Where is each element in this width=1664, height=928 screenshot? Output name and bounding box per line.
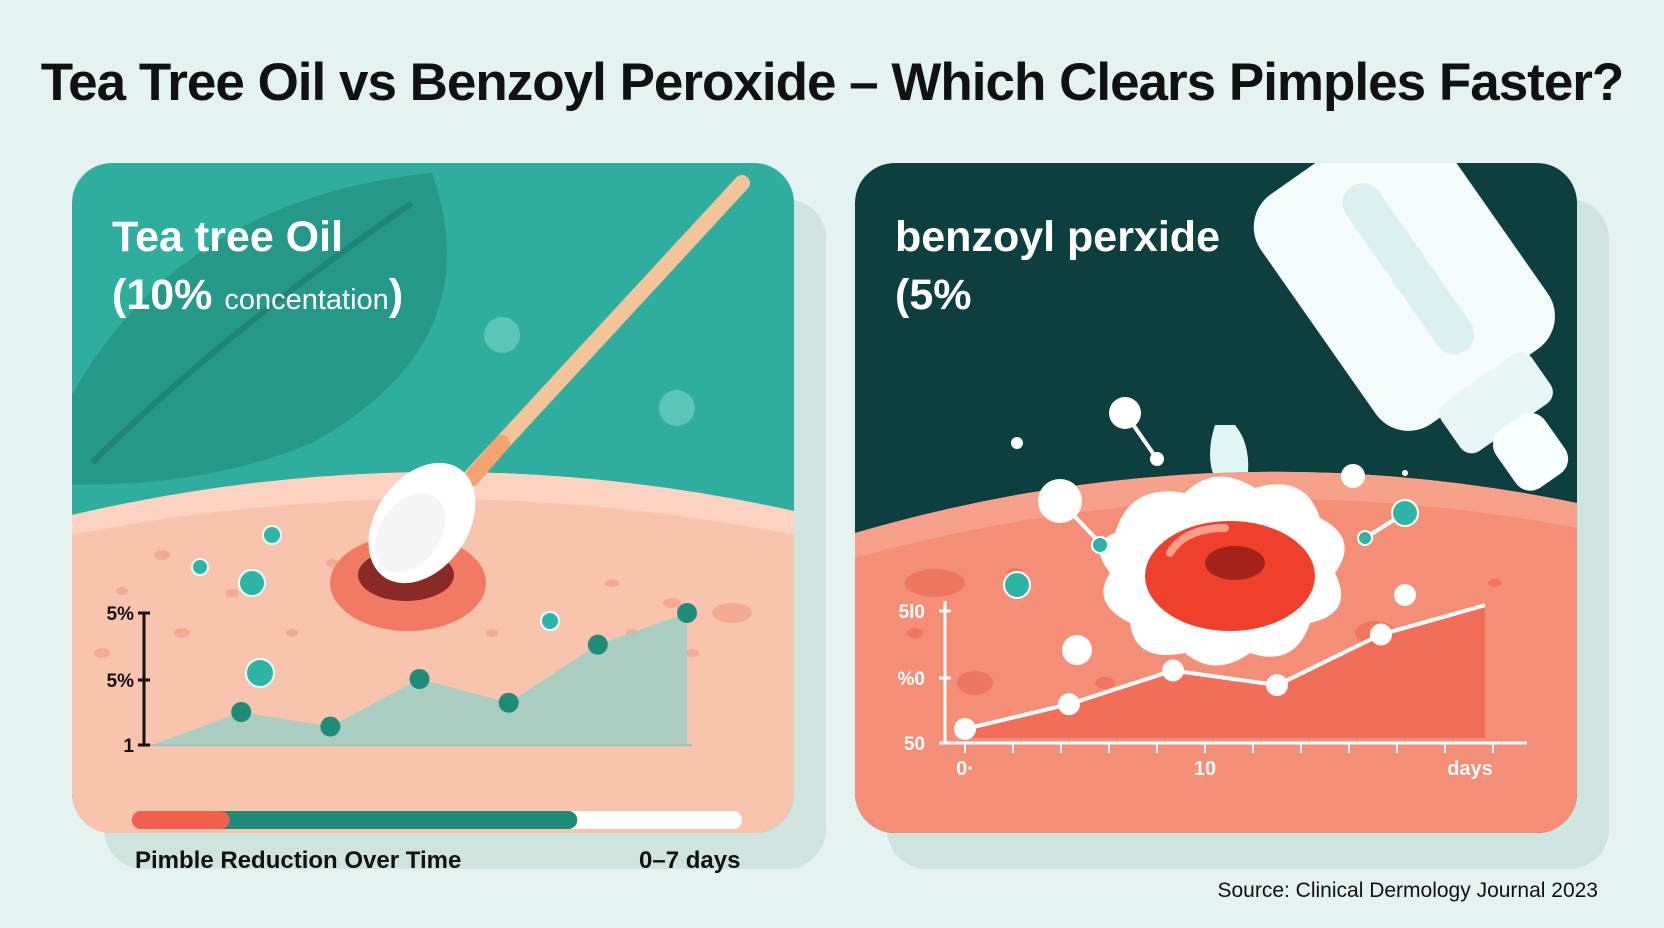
- right-data-point: [1370, 623, 1392, 646]
- benzoyl-name: benzoyl perxide: [895, 213, 1220, 261]
- benzoyl-illustration: 5l0 %0 50 0· 10 days: [855, 163, 1577, 833]
- source-citation: Source: Clinical Dermology Journal 2023: [1217, 879, 1598, 902]
- left-data-point: [587, 634, 608, 655]
- right-data-point: [1162, 659, 1184, 682]
- right-x-tick-label: 0·: [956, 758, 974, 780]
- right-area: [965, 605, 1485, 738]
- tea-tree-card: 5% 5% 1 Tea tree Oil (10% concentation): [72, 163, 794, 833]
- tea-tree-panel: 5% 5% 1 Tea tree Oil (10% concentation): [72, 163, 826, 869]
- left-data-point: [677, 603, 697, 623]
- tea-tree-concentration: (10% concentation): [112, 266, 403, 329]
- right-x-tick-label: 10: [1194, 758, 1216, 780]
- left-data-point: [498, 692, 519, 713]
- left-footer-range: 0–7 days: [639, 847, 741, 874]
- left-data-point: [409, 669, 430, 689]
- right-y-tick-label: 50: [904, 734, 925, 755]
- left-data-point: [320, 716, 341, 737]
- tea-tree-heading: Tea tree Oil (10% concentation): [112, 208, 403, 329]
- tea-tree-illustration: 5% 5% 1: [72, 163, 794, 833]
- progress-green-segment: [132, 811, 578, 829]
- benzoyl-panel: 5l0 %0 50 0· 10 days benzoyl perxide (5%: [855, 163, 1609, 869]
- right-chart: 5l0 %0 50 0· 10 days: [898, 601, 1527, 780]
- left-footer-label: Pimble Reduction Over Time: [135, 847, 462, 874]
- concentration-word: concentation: [224, 284, 389, 316]
- benzoyl-heading: benzoyl perxide (5%: [895, 208, 1220, 324]
- benzoyl-card: 5l0 %0 50 0· 10 days benzoyl perxide (5%: [855, 163, 1577, 833]
- right-y-tick-label: %0: [898, 669, 925, 690]
- page-title: Tea Tree Oil vs Benzoyl Peroxide – Which…: [40, 53, 1625, 112]
- right-data-point: [1058, 693, 1080, 716]
- right-series-line: [964, 603, 1486, 731]
- progress-red-segment: [132, 811, 230, 829]
- left-y-tick-label: 5%: [107, 604, 135, 625]
- right-data-point: [1266, 674, 1288, 697]
- left-data-point: [231, 702, 252, 722]
- right-data-point: [954, 718, 976, 740]
- concentration-close: ): [388, 271, 404, 319]
- tea-tree-name: Tea tree Oil: [112, 213, 344, 261]
- concentration-open: (10%: [112, 271, 213, 319]
- benzoyl-concentration: (5%: [895, 271, 972, 319]
- left-chart: 5% 5% 1: [107, 603, 697, 757]
- right-x-tick-label: days: [1447, 758, 1493, 780]
- left-y-tick-label: 1: [123, 736, 134, 757]
- right-y-tick-label: 5l0: [899, 602, 925, 623]
- left-y-tick-label: 5%: [107, 671, 135, 692]
